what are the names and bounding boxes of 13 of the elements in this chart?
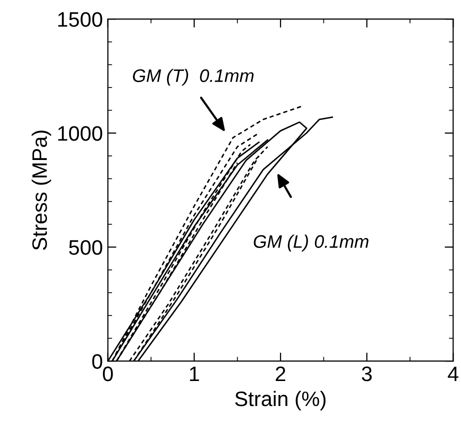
y-tick-label: 1000	[58, 126, 102, 141]
x-tick-label: 1	[190, 366, 199, 382]
y-tick-label: 1500	[58, 12, 102, 27]
annotation: GM (T) 0.1mm	[132, 68, 254, 86]
x-tick-label: 2	[276, 366, 286, 382]
x-axis-title: Strain (%)	[235, 390, 326, 410]
annotation: GM (L) 0.1mm	[254, 234, 368, 252]
y-tick-label: 500	[69, 240, 102, 255]
x-tick-label: 4	[448, 366, 458, 382]
x-tick-label: 0	[102, 366, 113, 382]
y-axis-title: Stress (MPa)	[32, 130, 52, 250]
y-tick-label: 0	[92, 354, 102, 369]
x-tick-label: 3	[362, 366, 372, 382]
